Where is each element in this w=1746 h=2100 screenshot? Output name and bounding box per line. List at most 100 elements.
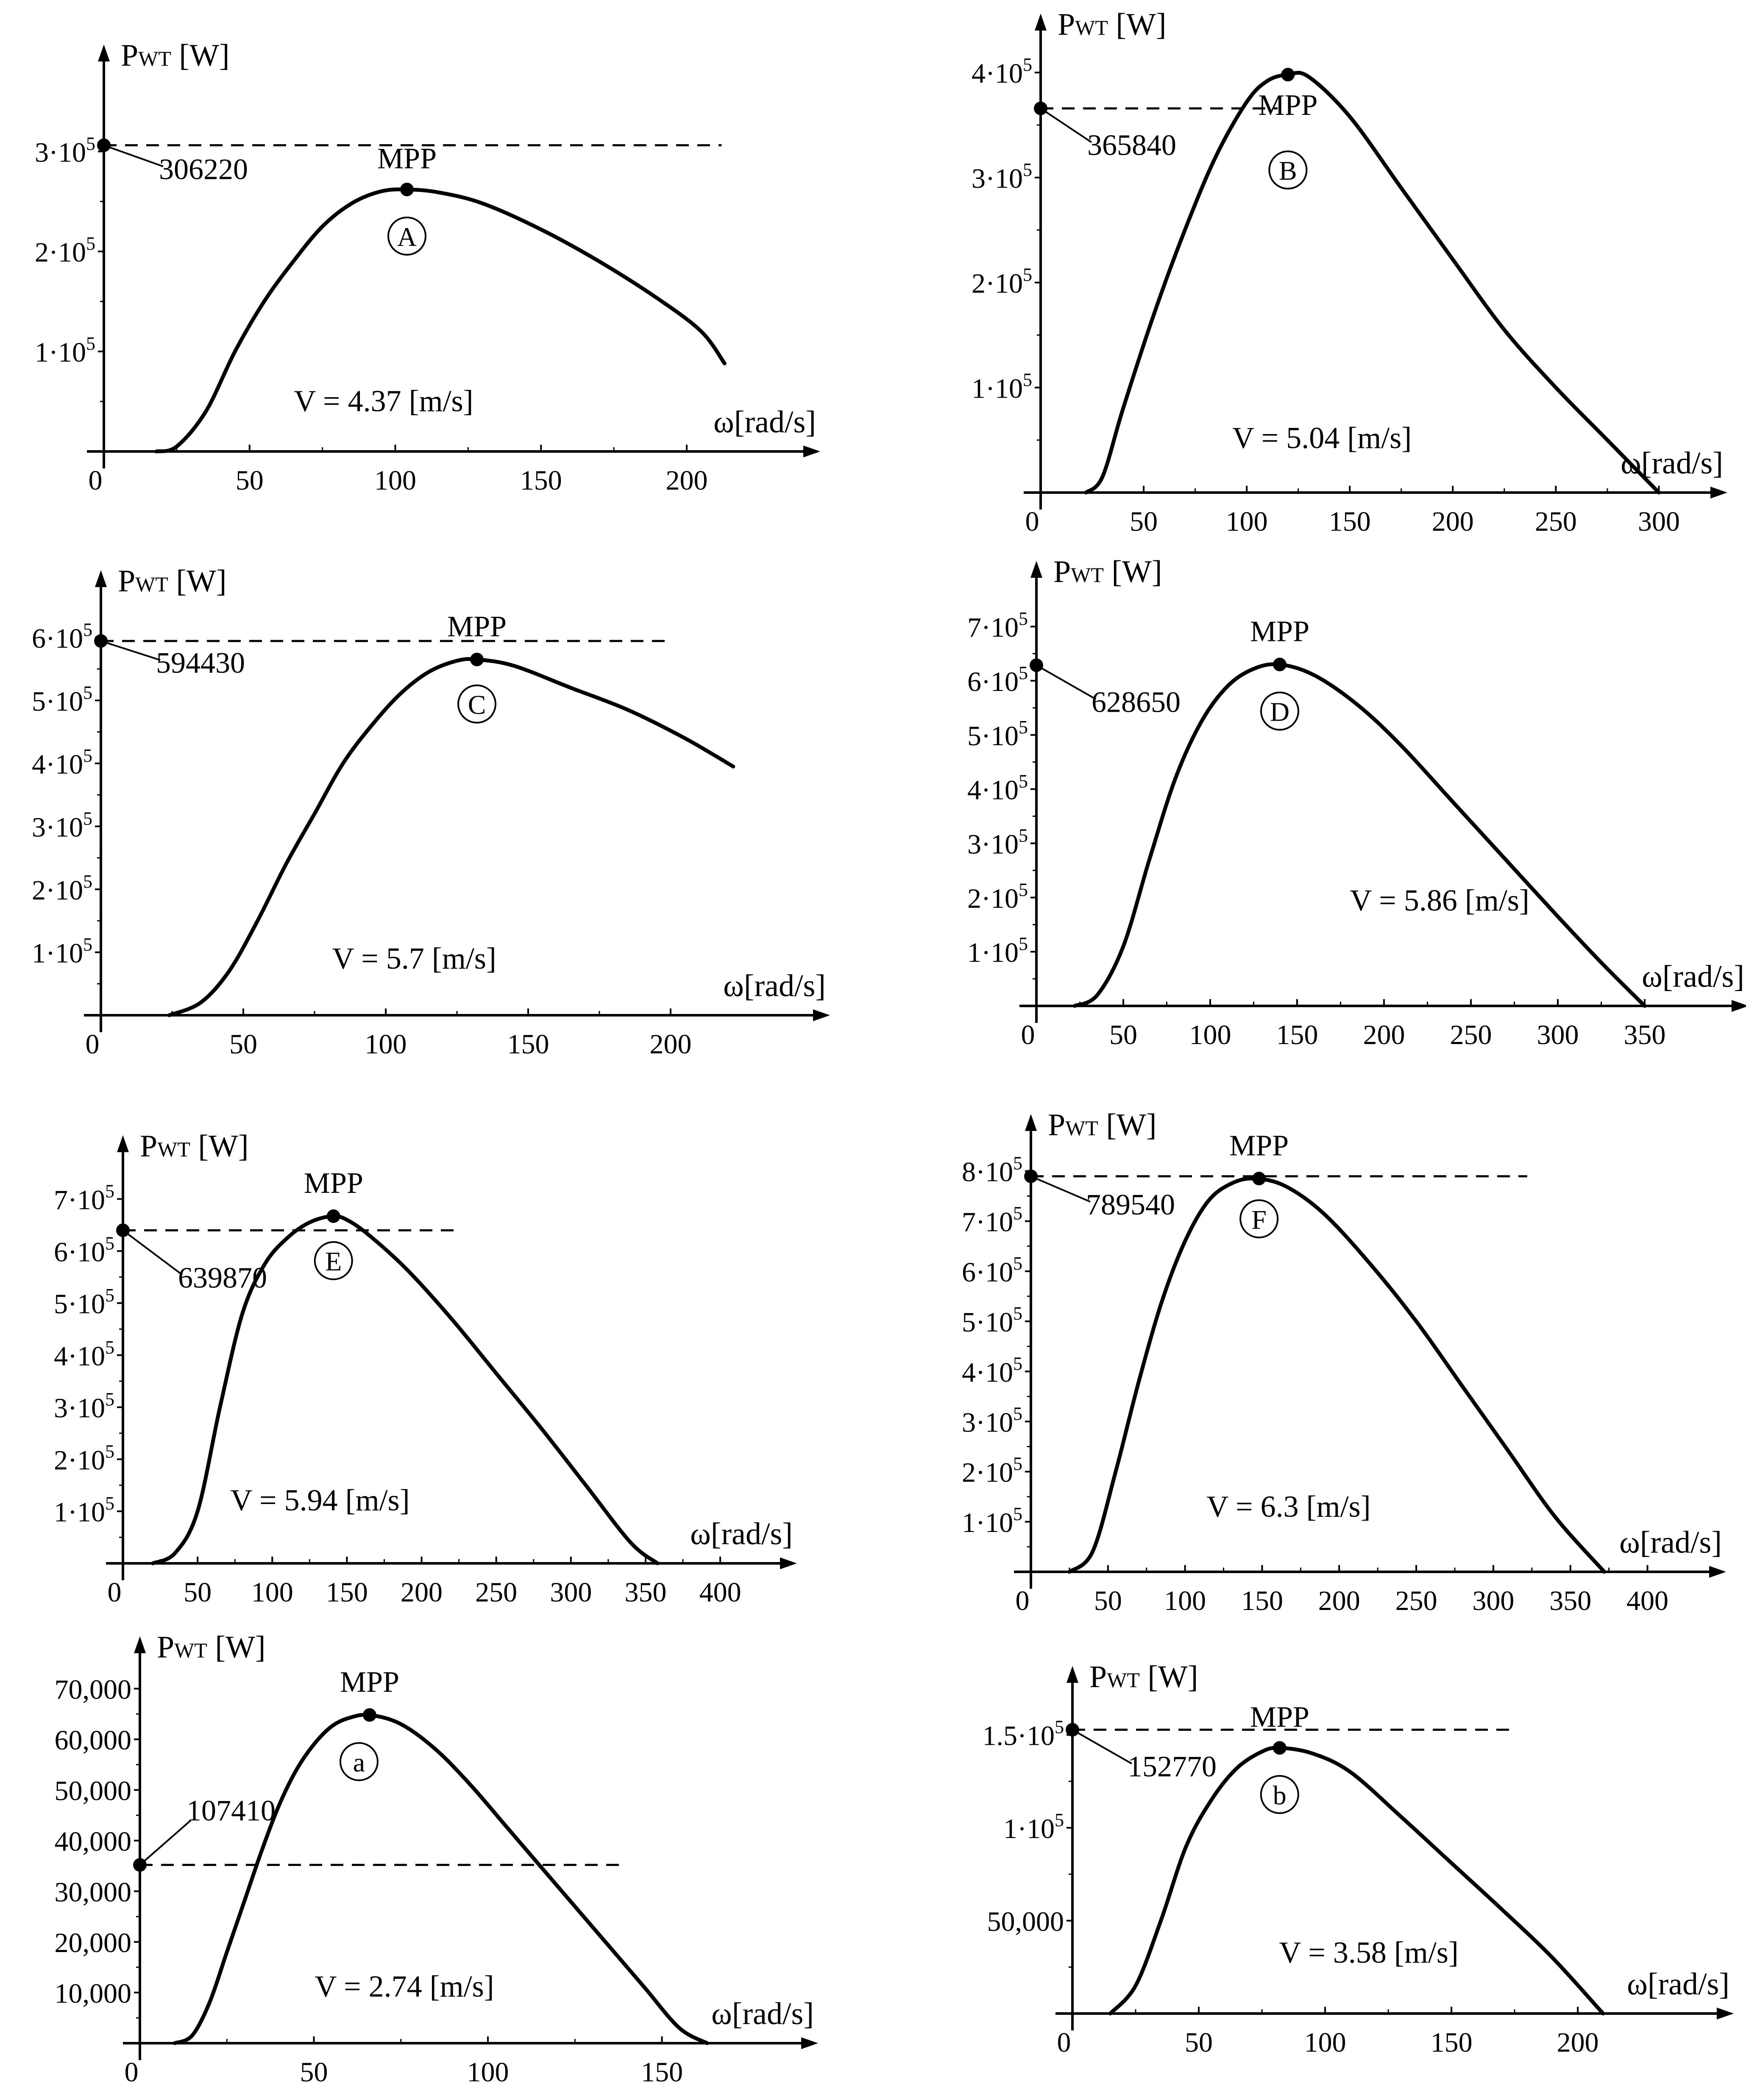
y-tick-label: 4·105 (967, 771, 1028, 806)
y-axis-title: PWT [W] (1089, 1660, 1198, 1694)
x-tick-label: 0 (1025, 506, 1039, 537)
x-tick-label: 200 (1557, 2027, 1599, 2058)
curve-id-label: b (1273, 1780, 1287, 1810)
x-tick-label: 300 (1638, 506, 1680, 537)
curve-id-circle (339, 1742, 379, 1781)
x-tick-label: 350 (1549, 1585, 1591, 1616)
mpp-label: MPP (1250, 616, 1309, 648)
reference-leader-line (1030, 1175, 1091, 1203)
mpp-point (400, 182, 414, 196)
curve-id-label: D (1270, 697, 1289, 727)
y-tick-label: 1·105 (972, 369, 1032, 404)
y-tick-label: 3·105 (35, 133, 95, 168)
x-tick-label: 100 (374, 465, 416, 496)
x-tick-label: 50 (184, 1577, 212, 1608)
x-axis-title: ω[rad/s] (1619, 1525, 1722, 1560)
curve-id-label: A (397, 222, 417, 252)
reference-value-label: 152770 (1128, 1751, 1217, 1783)
y-tick-label: 6·105 (32, 619, 92, 654)
y-axis-title: PWT [W] (140, 1129, 249, 1164)
power-curve (150, 1214, 660, 1565)
wind-speed-label: V = 5.86 [m/s] (1350, 883, 1529, 917)
x-tick-label: 250 (1450, 1019, 1492, 1050)
reference-leader-line (100, 640, 161, 661)
x-tick-label: 300 (1472, 1585, 1514, 1616)
x-tick-label: 0 (89, 465, 103, 496)
y-axis-arrow-icon (1030, 561, 1042, 578)
curve-id-circle (387, 216, 426, 256)
y-tick-label: 30,000 (55, 1877, 132, 1908)
x-axis-arrow-icon (1717, 2008, 1734, 2019)
curve-id-circle (1239, 1199, 1279, 1239)
x-tick-label: 400 (699, 1577, 741, 1608)
y-axis-arrow-icon (1035, 14, 1047, 31)
x-axis-arrow-icon (813, 1009, 830, 1021)
x-tick-label: 50 (1130, 506, 1158, 537)
mpp-point (326, 1209, 340, 1223)
x-tick-label: 0 (1021, 1019, 1035, 1050)
y-tick-label: 50,000 (55, 1776, 132, 1807)
y-tick-label: 6·105 (962, 1253, 1022, 1288)
reference-leader-line (1072, 1729, 1132, 1765)
x-tick-label: 50 (236, 465, 264, 496)
y-tick-label: 50,000 (987, 1906, 1064, 1937)
y-tick-label: 3·105 (967, 825, 1028, 860)
chart-b: 0 50 100 150 200 50,000 1·105 1.5·105 PWT [W] ω[r… (983, 1660, 1734, 2058)
chart-C: 0 50 100 150 200 1·105 2·105 3·105 4·105 5·105 6·1… (32, 564, 830, 1060)
mpp-point (1273, 657, 1287, 671)
curve-id-label: F (1251, 1204, 1267, 1234)
x-tick-label: 150 (507, 1029, 549, 1060)
y-tick-label: 3·105 (962, 1403, 1022, 1438)
x-tick-label: 50 (1094, 1585, 1122, 1616)
x-axis-arrow-icon (803, 446, 820, 457)
x-tick-label: 250 (1535, 506, 1577, 537)
y-axis-title: PWT [W] (121, 38, 230, 73)
x-tick-label: 150 (520, 465, 562, 496)
x-tick-label: 300 (1537, 1019, 1579, 1050)
mpp-label: MPP (304, 1167, 363, 1200)
curve-id-label: a (353, 1747, 365, 1777)
x-tick-label: 100 (1164, 1585, 1206, 1616)
curve-id-circle (314, 1241, 353, 1281)
y-tick-label: 2·105 (54, 1441, 114, 1476)
curve-id-circle (1260, 1775, 1299, 1814)
x-tick-label: 150 (326, 1577, 368, 1608)
y-tick-label: 70,000 (55, 1674, 132, 1705)
x-axis-title: ω[rad/s] (1621, 446, 1723, 481)
power-curve (1108, 1746, 1605, 2016)
x-tick-label: 100 (251, 1577, 293, 1608)
x-tick-label: 400 (1626, 1585, 1668, 1616)
x-axis-title: ω[rad/s] (1642, 959, 1744, 994)
y-axis-title: PWT [W] (1048, 1108, 1157, 1142)
y-axis-arrow-icon (134, 1636, 146, 1653)
wind-speed-label: V = 5.04 [m/s] (1232, 421, 1412, 455)
x-tick-label: 150 (1276, 1019, 1318, 1050)
chart-F: 0 50 100 150 200 250 300 350 400 1·105 2·105 3·105 4… (962, 1108, 1726, 1616)
mpp-label: MPP (1258, 89, 1317, 122)
mpp-point (1281, 68, 1295, 82)
curve-id-circle (1260, 691, 1299, 731)
chart-a: 0 50 100 150 10,000 20,000 30,000 40,000 50,000 6… (55, 1630, 818, 2088)
x-axis-arrow-icon (801, 2037, 818, 2049)
reference-value-label: 789540 (1086, 1189, 1175, 1221)
y-axis-title: PWT [W] (157, 1630, 266, 1665)
y-axis-arrow-icon (98, 45, 110, 61)
y-tick-label: 2·105 (967, 879, 1028, 914)
y-axis-arrow-icon (1025, 1114, 1037, 1131)
chart-D: 0 50 100 150 200 250 300 350 1·105 2·105 3·105 4·10… (967, 554, 1746, 1050)
y-tick-label: 2·105 (962, 1454, 1022, 1488)
mpp-label: MPP (340, 1666, 399, 1699)
x-axis-title: ω[rad/s] (711, 1997, 814, 2031)
y-axis-arrow-icon (117, 1135, 129, 1152)
y-tick-label: 4·105 (54, 1337, 114, 1372)
x-tick-label: 50 (229, 1029, 257, 1060)
y-tick-label: 7·105 (54, 1181, 114, 1216)
x-axis-arrow-icon (1732, 1000, 1746, 1012)
power-curve (167, 657, 735, 1017)
x-tick-label: 300 (550, 1577, 592, 1608)
x-tick-label: 200 (1363, 1019, 1405, 1050)
y-tick-label: 5·105 (32, 682, 92, 717)
reference-value-label: 628650 (1092, 686, 1181, 719)
chart-A: 0 50 100 150 200 1·105 2·105 3·105 PWT [W] ω[rad/… (35, 38, 820, 496)
y-axis-arrow-icon (95, 570, 107, 587)
